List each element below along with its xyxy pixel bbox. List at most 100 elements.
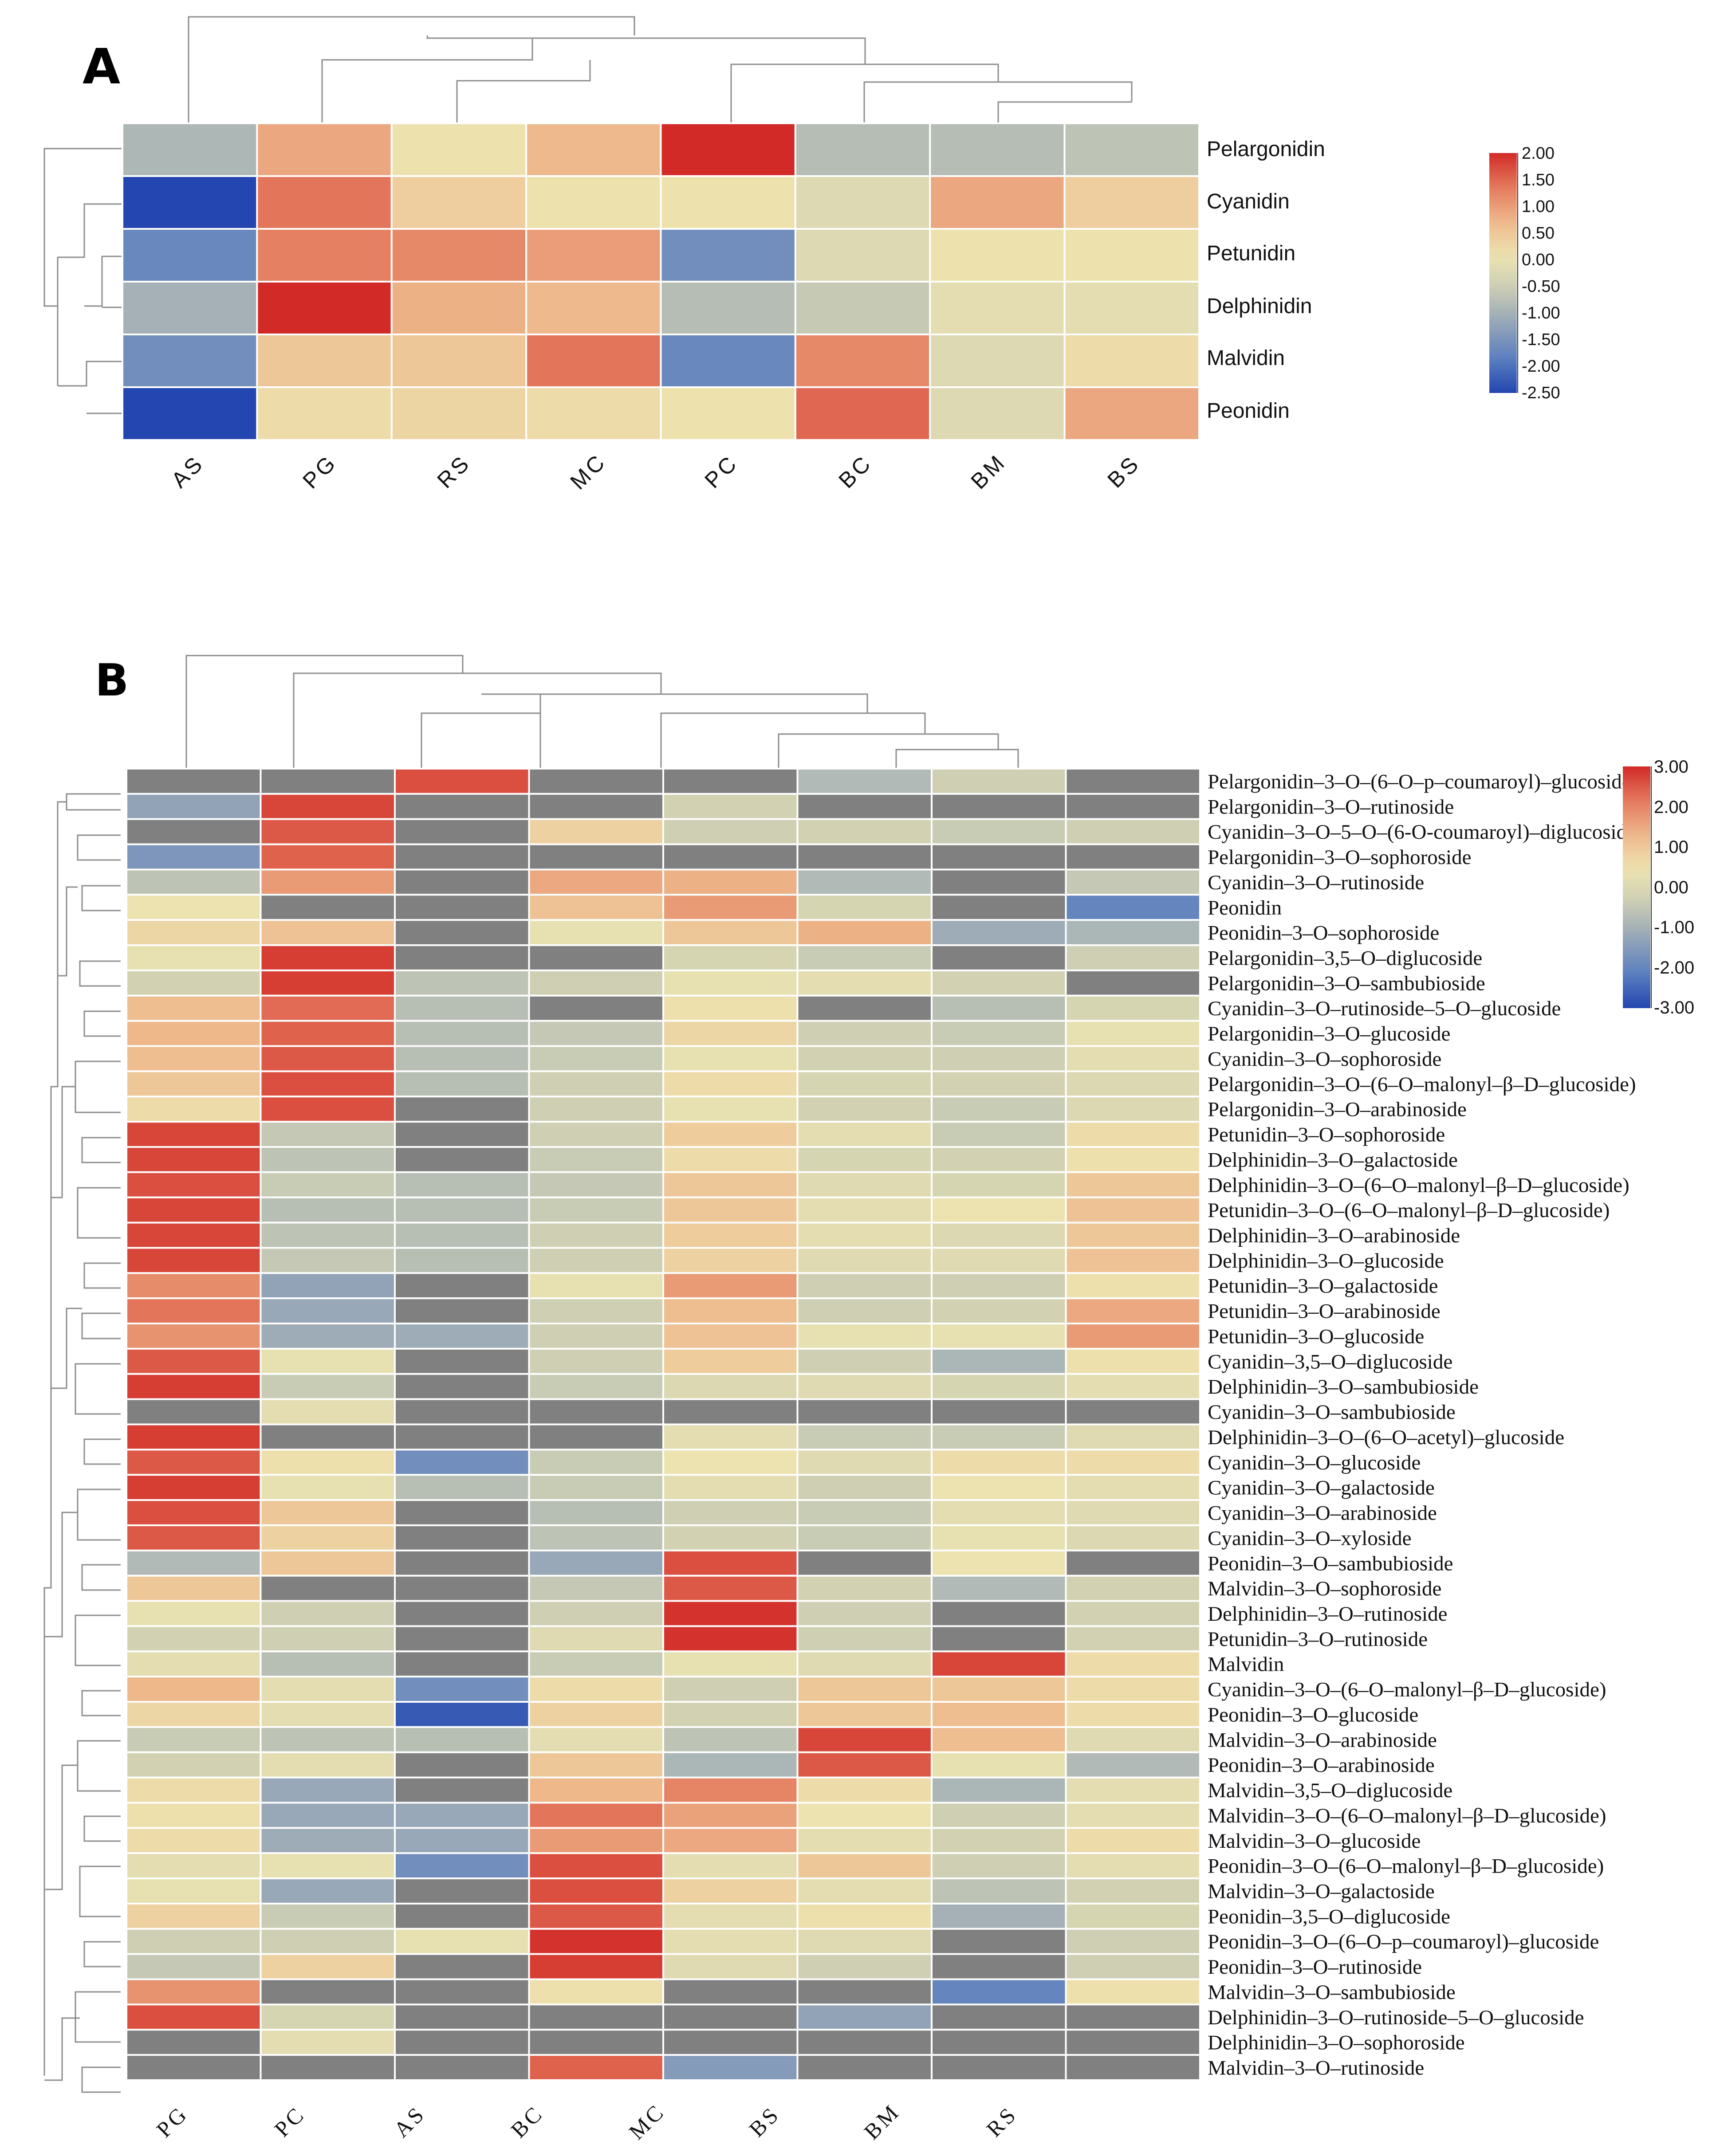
heatmap-cell-b xyxy=(394,969,530,997)
row-label-a: Cyanidin xyxy=(1207,190,1290,213)
heatmap-cell-b xyxy=(1065,2003,1201,2031)
heatmap-cell-b xyxy=(126,1549,262,1577)
heatmap-cell-b xyxy=(662,793,799,820)
heatmap-cell-b xyxy=(126,1373,262,1400)
heatmap-cell-b xyxy=(260,1701,396,1728)
heatmap-cell-b xyxy=(394,2003,530,2031)
row-label-b: Delphinidin–3–O–glucoside xyxy=(1208,1249,1444,1272)
heatmap-cell-b xyxy=(260,1776,396,1804)
heatmap-cell-b xyxy=(662,1398,799,1426)
heatmap-cell-b xyxy=(394,1146,530,1173)
heatmap-cell-a xyxy=(660,175,796,230)
heatmap-cell-b xyxy=(931,944,1067,971)
heatmap-cell-b xyxy=(662,1449,799,1476)
heatmap-cell-b xyxy=(662,1650,799,1678)
heatmap-cell-b xyxy=(394,1978,530,2006)
column-label-b: BM xyxy=(859,2098,905,2144)
heatmap-cell-b xyxy=(662,768,799,795)
heatmap-cell-b xyxy=(126,1751,262,1779)
heatmap-cell-b xyxy=(528,1751,664,1779)
heatmap-cell-b xyxy=(1065,1902,1201,1930)
heatmap-cell-b xyxy=(796,1499,933,1526)
panel-b-colorbar: 3.00 2.00 1.00 0.00 -1.00 -2.00 -3.00 xyxy=(1623,757,1694,1017)
heatmap-cell-b xyxy=(394,1650,530,1678)
heatmap-cell-a xyxy=(929,228,1066,283)
heatmap-cell-b xyxy=(796,1549,933,1577)
panel-a-cells xyxy=(122,122,1200,441)
heatmap-cell-b xyxy=(662,1751,799,1779)
heatmap-cell-b xyxy=(528,1802,664,1829)
heatmap-cell-b xyxy=(528,1449,664,1476)
heatmap-cell-b xyxy=(394,1196,530,1224)
heatmap-cell-b xyxy=(1065,1625,1201,1653)
heatmap-cell-b xyxy=(1065,1827,1201,1854)
colorbar-b xyxy=(1623,766,1650,1008)
row-label-b: Peonidin xyxy=(1208,896,1282,919)
heatmap-cell-b xyxy=(126,1701,262,1728)
heatmap-cell-b xyxy=(931,1020,1067,1047)
heatmap-cell-b xyxy=(931,793,1067,820)
heatmap-cell-b xyxy=(796,1272,933,1300)
heatmap-cell-b xyxy=(126,1726,262,1753)
heatmap-cell-b xyxy=(126,843,262,871)
column-label-a: BM xyxy=(966,449,1011,494)
row-label-b: Delphinidin–3–O–sophoroside xyxy=(1208,2031,1465,2054)
panel-a-row-dendrogram xyxy=(43,148,122,414)
heatmap-cell-b xyxy=(662,2054,799,2081)
heatmap-cell-b xyxy=(796,919,933,946)
heatmap-cell-b xyxy=(126,2054,262,2081)
heatmap-cell-b xyxy=(126,919,262,946)
heatmap-cell-b xyxy=(1065,1802,1201,1829)
heatmap-cell-b xyxy=(931,1902,1067,1930)
heatmap-cell-b xyxy=(394,1549,530,1577)
heatmap-cell-b xyxy=(260,894,396,921)
heatmap-cell-b xyxy=(796,1449,933,1476)
heatmap-cell-b xyxy=(796,1902,933,1930)
heatmap-cell-b xyxy=(394,1247,530,1274)
heatmap-cell-b xyxy=(126,944,262,971)
heatmap-cell-b xyxy=(394,1902,530,1930)
heatmap-cell-a xyxy=(1063,228,1200,283)
heatmap-cell-b xyxy=(1065,868,1201,896)
column-label-b: MC xyxy=(624,2098,669,2144)
heatmap-cell-b xyxy=(528,894,664,921)
heatmap-cell-b xyxy=(931,1272,1067,1300)
row-label-b: Peonidin–3,5–O–diglucoside xyxy=(1208,1905,1450,1928)
heatmap-cell-b xyxy=(931,1549,1067,1577)
heatmap-cell-b xyxy=(1065,1852,1201,1880)
colorbar-b-tick: -2.00 xyxy=(1654,958,1694,978)
heatmap-cell-b xyxy=(1065,1398,1201,1426)
colorbar-b-tick: -1.00 xyxy=(1654,918,1694,937)
heatmap-cell-a xyxy=(122,281,258,335)
row-label-b: Cyanidin–3–O–arabinoside xyxy=(1208,1502,1437,1525)
colorbar-a-ticks: 2.00 1.50 1.00 0.50 0.00 -0.50 -1.00 -1.… xyxy=(1522,144,1560,402)
colorbar-a-tick: 1.50 xyxy=(1522,171,1555,189)
heatmap-cell-b xyxy=(528,1297,664,1325)
heatmap-cell-a xyxy=(794,175,931,230)
row-label-b: Delphinidin–3–O–(6–O–malonyl–β–D–glucosi… xyxy=(1208,1174,1629,1197)
heatmap-cell-b xyxy=(394,1701,530,1728)
heatmap-cell-b xyxy=(931,1323,1067,1350)
heatmap-cell-a xyxy=(390,334,527,388)
heatmap-cell-b xyxy=(796,1347,933,1375)
heatmap-cell-b xyxy=(260,1045,396,1072)
panel-a-column-labels: AS PG RS MC PC BC BM BS xyxy=(166,448,1145,494)
heatmap-cell-b xyxy=(931,843,1067,871)
colorbar-a-tick: 0.50 xyxy=(1522,224,1555,243)
heatmap-cell-b xyxy=(1065,1524,1201,1551)
row-label-b: Malvidin xyxy=(1208,1653,1284,1676)
heatmap-cell-b xyxy=(528,1247,664,1274)
heatmap-cell-b xyxy=(528,994,664,1022)
heatmap-cell-b xyxy=(394,1070,530,1098)
colorbar-a-tick: 0.00 xyxy=(1522,251,1555,269)
heatmap-cell-b xyxy=(260,1373,396,1400)
heatmap-cell-b xyxy=(931,1524,1067,1551)
heatmap-cell-b xyxy=(1065,1575,1201,1602)
row-label-b: Delphinidin–3–O–galactoside xyxy=(1208,1148,1458,1171)
heatmap-cell-b xyxy=(126,1953,262,1980)
heatmap-cell-b xyxy=(662,1297,799,1325)
colorbar-a-tick: -2.00 xyxy=(1522,357,1560,376)
heatmap-cell-b xyxy=(528,1650,664,1678)
heatmap-cell-b xyxy=(1065,1953,1201,1980)
heatmap-cell-b xyxy=(126,1020,262,1047)
